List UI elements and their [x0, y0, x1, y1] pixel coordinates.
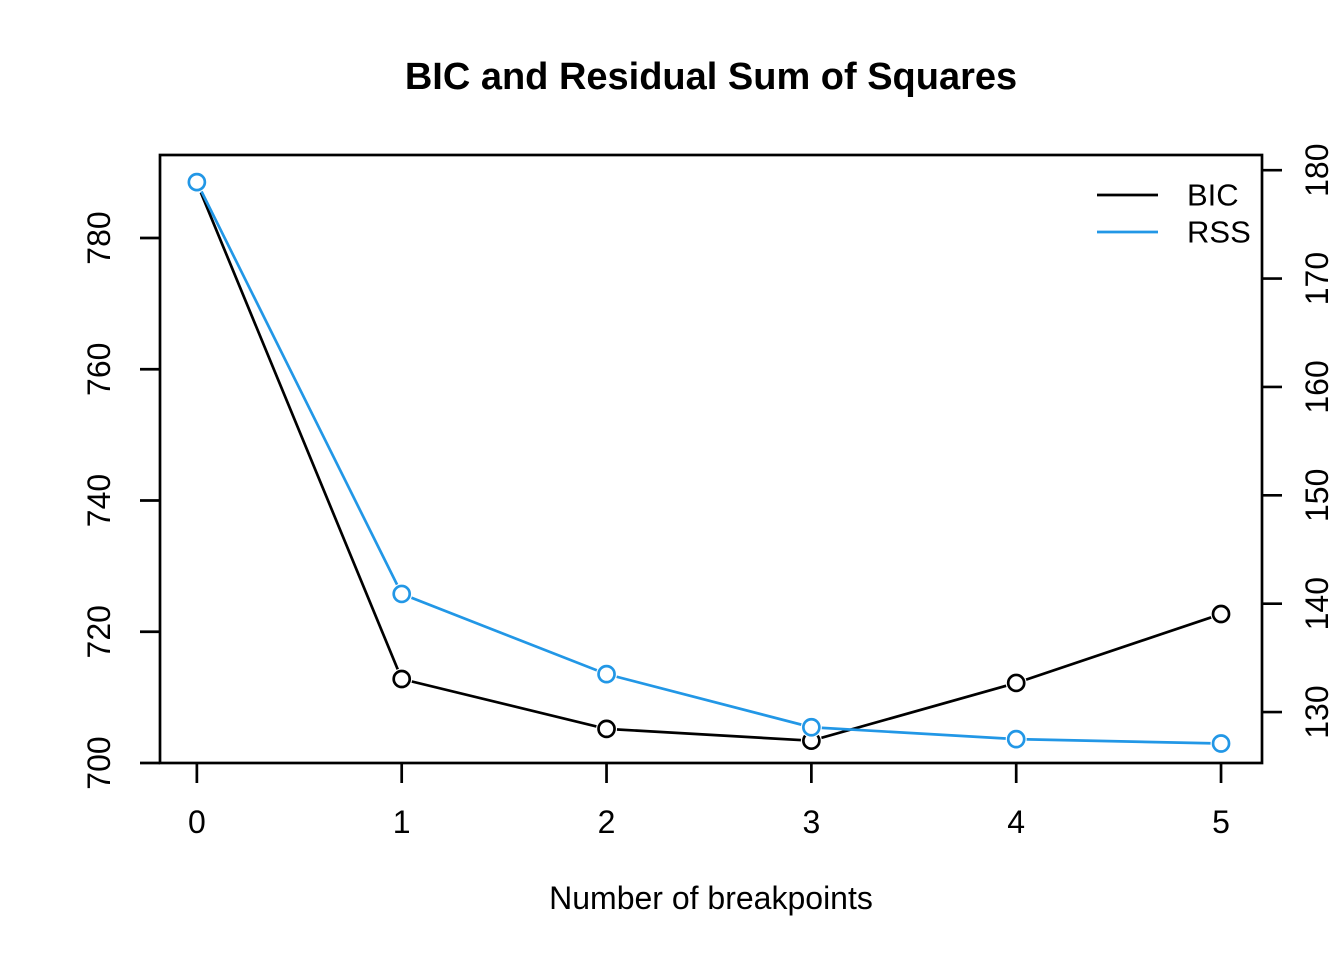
- series-line-rss: [195, 181, 1222, 745]
- x-tick-label: 5: [1212, 804, 1230, 840]
- y-left-tick-label: 740: [81, 474, 117, 527]
- y-right-tick-label: 170: [1299, 252, 1335, 305]
- marker-rss: [597, 664, 616, 684]
- y-right-tick-label: 180: [1299, 143, 1335, 196]
- y-left-tick-label: 760: [81, 343, 117, 396]
- marker-bic: [597, 719, 616, 739]
- x-tick-label: 3: [802, 804, 820, 840]
- marker-rss: [392, 584, 412, 604]
- y-left-tick-label: 780: [81, 211, 117, 264]
- y-right-tick-label: 150: [1299, 469, 1335, 522]
- marker-rss: [1211, 734, 1231, 753]
- marker-rss: [187, 172, 207, 192]
- y-left-tick-label: 720: [81, 605, 117, 658]
- y-right-tick-label: 160: [1299, 360, 1335, 413]
- x-axis-label: Number of breakpoints: [549, 880, 873, 916]
- marker-bic: [392, 669, 412, 689]
- marker-bic: [1006, 673, 1026, 693]
- legend-label-bic: BIC: [1187, 178, 1239, 213]
- x-tick-label: 0: [188, 804, 206, 840]
- y-left-tick-label: 700: [81, 736, 117, 789]
- plot-box: [158, 153, 1264, 765]
- series-line-bic: [195, 182, 1222, 743]
- marker-rss: [1006, 729, 1026, 749]
- x-tick-label: 2: [598, 804, 616, 840]
- x-tick-label: 1: [393, 804, 411, 840]
- y-right-tick-label: 140: [1299, 577, 1335, 630]
- x-tick-label: 4: [1007, 804, 1025, 840]
- legend-label-rss: RSS: [1187, 215, 1251, 250]
- marker-bic: [1211, 604, 1231, 624]
- y-right-tick-label: 130: [1299, 685, 1335, 738]
- marker-rss: [802, 717, 821, 737]
- chart-title: BIC and Residual Sum of Squares: [404, 56, 1018, 98]
